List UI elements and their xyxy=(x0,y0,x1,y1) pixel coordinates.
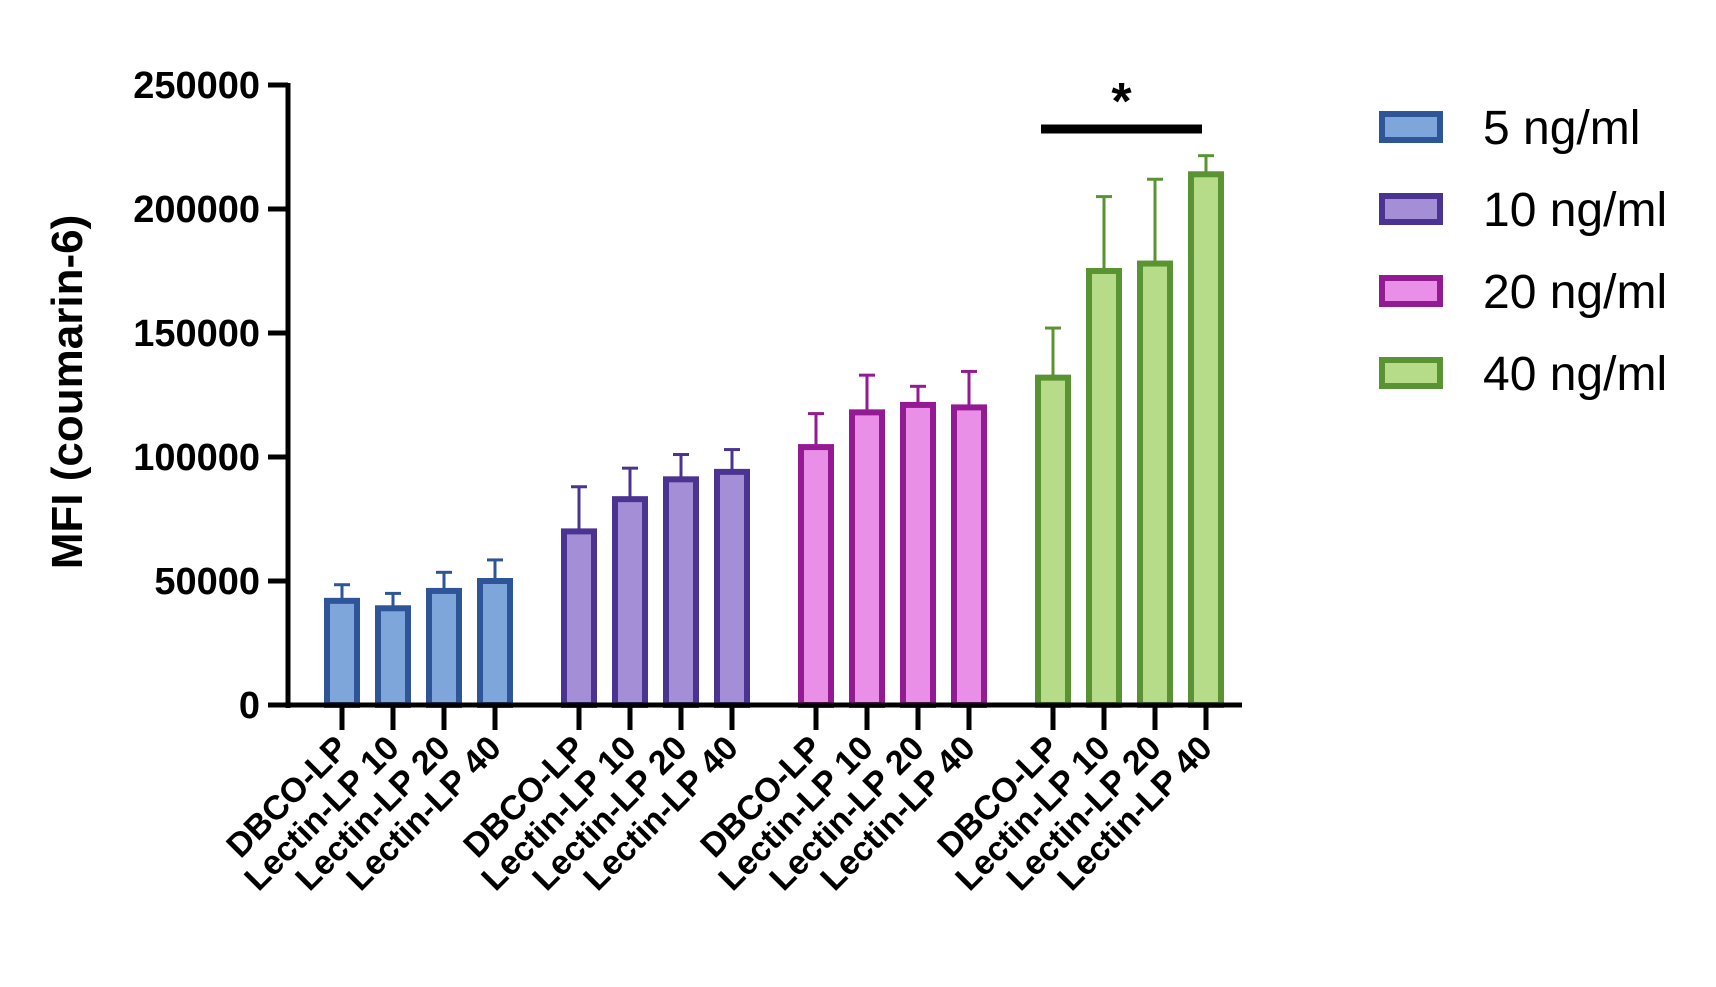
bar xyxy=(324,597,360,709)
y-axis: 0 50000 100000 150000 200000 250000 xyxy=(133,65,291,727)
significance-annotation: * xyxy=(1041,73,1202,134)
legend-swatch xyxy=(1379,357,1443,389)
bar xyxy=(1086,268,1122,708)
y-tick-label: 50000 xyxy=(154,561,260,603)
legend-label: 10 ng/ml xyxy=(1483,184,1667,237)
legend-swatch xyxy=(1379,111,1443,143)
legend-swatch xyxy=(1379,193,1443,225)
bar xyxy=(900,401,936,708)
legend-label: 20 ng/ml xyxy=(1483,266,1667,319)
y-axis-label: MFI (coumarin-6) xyxy=(43,215,92,569)
bar xyxy=(951,404,987,708)
legend-label: 40 ng/ml xyxy=(1483,348,1667,401)
bar xyxy=(798,444,834,708)
y-tick-label: 250000 xyxy=(133,65,260,107)
bar xyxy=(612,496,648,708)
y-tick-label: 0 xyxy=(239,685,260,727)
bar xyxy=(375,605,411,709)
y-tick-label: 100000 xyxy=(133,437,260,479)
legend-label: 5 ng/ml xyxy=(1483,102,1640,155)
bar xyxy=(477,578,513,708)
bar xyxy=(1188,171,1224,708)
significance-marker: * xyxy=(1111,73,1132,131)
bar xyxy=(1137,260,1173,708)
bar xyxy=(1035,374,1071,708)
bar xyxy=(714,468,750,708)
bar xyxy=(426,587,462,708)
bar xyxy=(663,476,699,708)
bars xyxy=(324,154,1224,709)
y-tick-label: 150000 xyxy=(133,313,260,355)
bar xyxy=(849,409,885,708)
y-tick-label: 200000 xyxy=(133,189,260,231)
legend: 5 ng/ml 10 ng/ml 20 ng/ml 40 ng/ml xyxy=(1379,102,1667,401)
legend-swatch xyxy=(1379,275,1443,307)
bar xyxy=(561,528,597,709)
